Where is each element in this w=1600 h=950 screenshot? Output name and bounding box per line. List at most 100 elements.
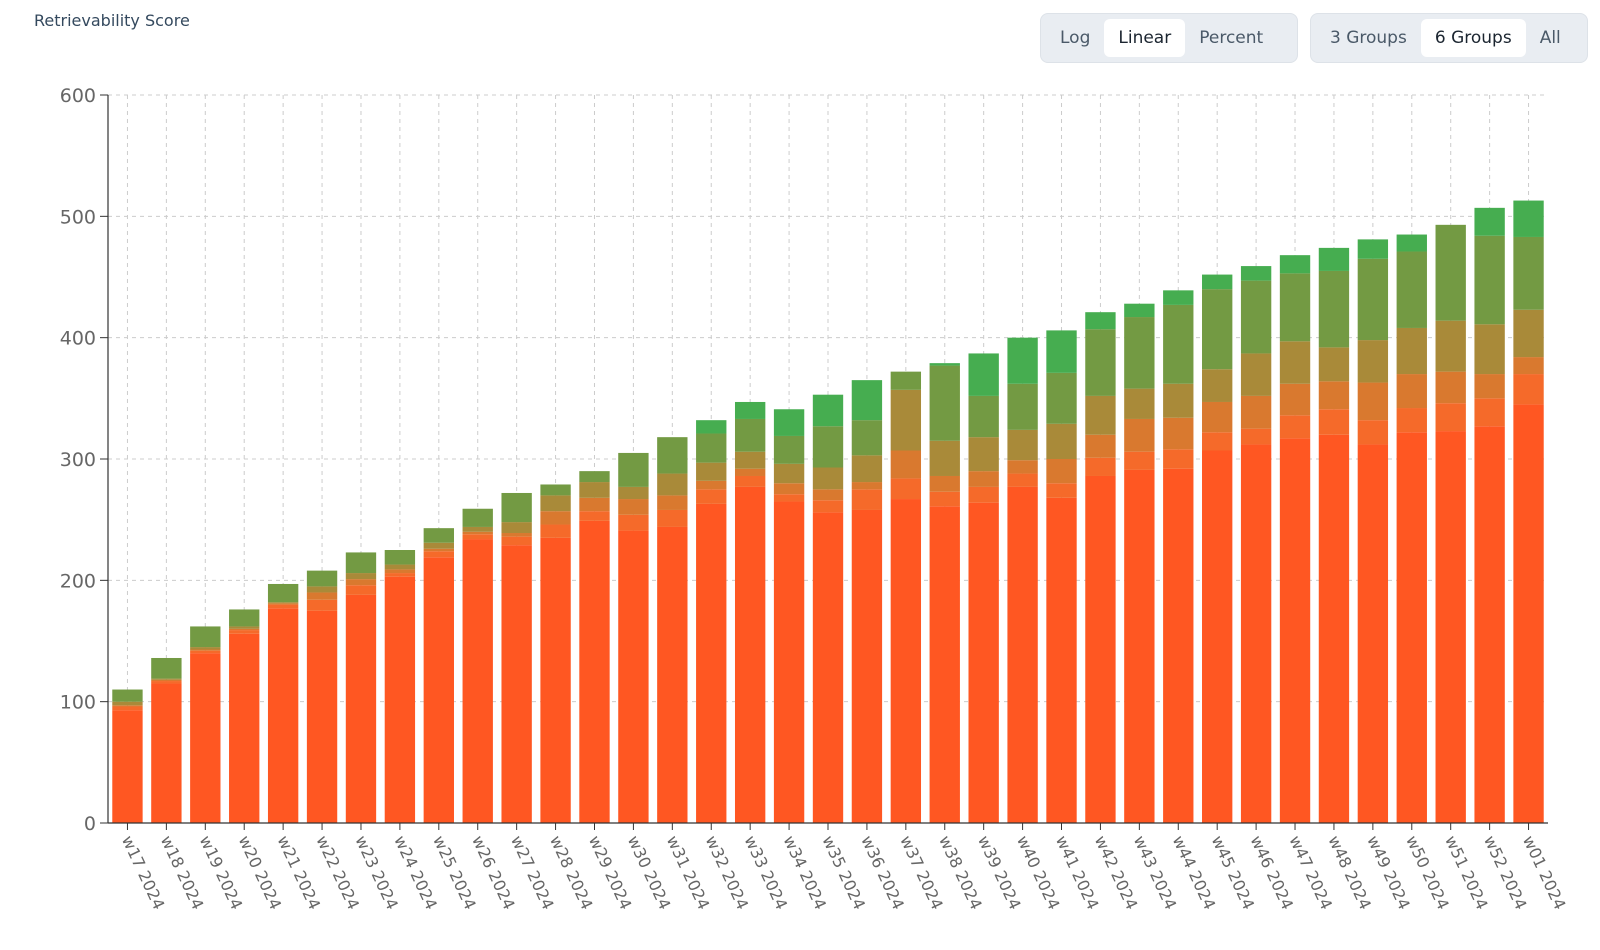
bar-segment	[190, 650, 221, 654]
groups-3-button[interactable]: 3 Groups	[1330, 28, 1407, 48]
bar-segment	[1046, 330, 1077, 373]
bar-segment	[851, 380, 883, 421]
bar-segment	[229, 633, 260, 823]
bar-segment	[1396, 432, 1427, 823]
bar-segment	[929, 440, 960, 476]
bar-segment	[1396, 408, 1427, 433]
bar-segment	[1318, 270, 1350, 348]
bar-segment	[1124, 451, 1155, 470]
bar-segment	[1202, 274, 1233, 290]
bar-segment	[151, 679, 182, 682]
bar-segment	[618, 530, 649, 823]
bar-segment	[345, 594, 377, 823]
bar-segment	[773, 483, 805, 495]
bar-segment	[1007, 383, 1038, 430]
bar-segment	[1163, 304, 1194, 384]
bar-segment	[579, 497, 610, 512]
bar-segment	[1513, 357, 1544, 375]
bar-segment	[345, 585, 377, 595]
bar-segment	[267, 604, 299, 609]
bar-segment	[812, 426, 844, 468]
bar-segment	[1124, 388, 1155, 419]
bar-segment	[734, 418, 766, 452]
bar-segment	[657, 495, 688, 510]
bar-segment	[696, 480, 727, 490]
bar-segment	[501, 536, 532, 546]
bar-segment	[1435, 431, 1466, 823]
bar-segment	[384, 550, 416, 565]
bar-segment	[618, 499, 649, 515]
bar-segment	[1396, 234, 1427, 252]
bar-segment	[267, 608, 299, 823]
bar-segment	[112, 710, 143, 823]
bar-segment	[1474, 235, 1505, 325]
bar-segment	[1474, 426, 1505, 823]
bar-segment	[423, 542, 454, 549]
bar-segment	[968, 502, 999, 823]
bar-segment	[345, 579, 377, 586]
bar-segment	[812, 512, 844, 823]
bar-segment	[929, 475, 960, 492]
bar-segment	[1163, 290, 1194, 305]
bar-segment	[112, 706, 143, 711]
bar-segment	[657, 526, 688, 823]
bar-segment	[968, 353, 999, 396]
bar-segment	[1279, 341, 1311, 384]
bar-segment	[734, 401, 766, 419]
bar-segment	[851, 420, 883, 456]
bar-segment	[345, 573, 377, 580]
bar-segment	[1085, 395, 1116, 435]
bar-segment	[112, 701, 143, 706]
bar-segment	[1396, 374, 1427, 409]
bar-segment	[1357, 444, 1389, 823]
bar-segment	[229, 626, 260, 629]
bar-segment	[618, 486, 649, 500]
bar-segment	[1240, 395, 1272, 429]
bar-segment	[657, 509, 688, 527]
bar-segment	[151, 681, 182, 684]
bar-segment	[1085, 475, 1116, 823]
bar-segment	[151, 657, 182, 679]
bar-segment	[1202, 432, 1233, 451]
bar-segment	[1474, 374, 1505, 399]
bar-segment	[384, 564, 416, 570]
groups-all-button[interactable]: All	[1539, 28, 1561, 48]
bar-segment	[1240, 428, 1272, 445]
bar-segment	[1474, 207, 1505, 236]
bar-segment	[540, 537, 571, 823]
bar-segment	[1046, 423, 1077, 459]
bar-segment	[1435, 403, 1466, 432]
bar-segment	[812, 467, 844, 490]
bar-segment	[579, 471, 610, 483]
bar-segment	[1202, 289, 1233, 370]
bar-segment	[190, 626, 221, 648]
scale-log-button[interactable]: Log	[1060, 28, 1091, 48]
bar-segment	[1240, 444, 1272, 823]
chart-title: Retrievability Score	[34, 11, 190, 30]
bar-segment	[462, 534, 493, 540]
bar-segment	[501, 533, 532, 537]
bar-segment	[773, 435, 805, 464]
bar-segment	[1279, 383, 1311, 416]
bar-segment	[851, 489, 883, 510]
scale-percent-button[interactable]: Percent	[1199, 28, 1264, 48]
bar-segment	[1396, 251, 1427, 328]
bar-segment	[1279, 255, 1311, 274]
bar-segment	[1318, 409, 1350, 435]
bar-segment	[579, 511, 610, 521]
bar-segment	[1513, 200, 1544, 237]
bar-segment	[501, 492, 532, 523]
bar-segment	[1007, 337, 1038, 384]
bar-segment	[812, 500, 844, 513]
groups-6-button[interactable]: 6 Groups	[1420, 19, 1526, 57]
scale-linear-button[interactable]: Linear	[1104, 19, 1186, 57]
bar-segment	[1279, 438, 1311, 823]
bar-segment	[734, 451, 766, 469]
bar-segment	[306, 610, 338, 823]
bar-segment	[1163, 468, 1194, 823]
bar-segment	[696, 489, 727, 504]
bar-segment	[734, 475, 766, 487]
y-tick-label: 100	[60, 692, 96, 714]
bar-segment	[1124, 317, 1155, 389]
bar-segment	[306, 592, 338, 600]
